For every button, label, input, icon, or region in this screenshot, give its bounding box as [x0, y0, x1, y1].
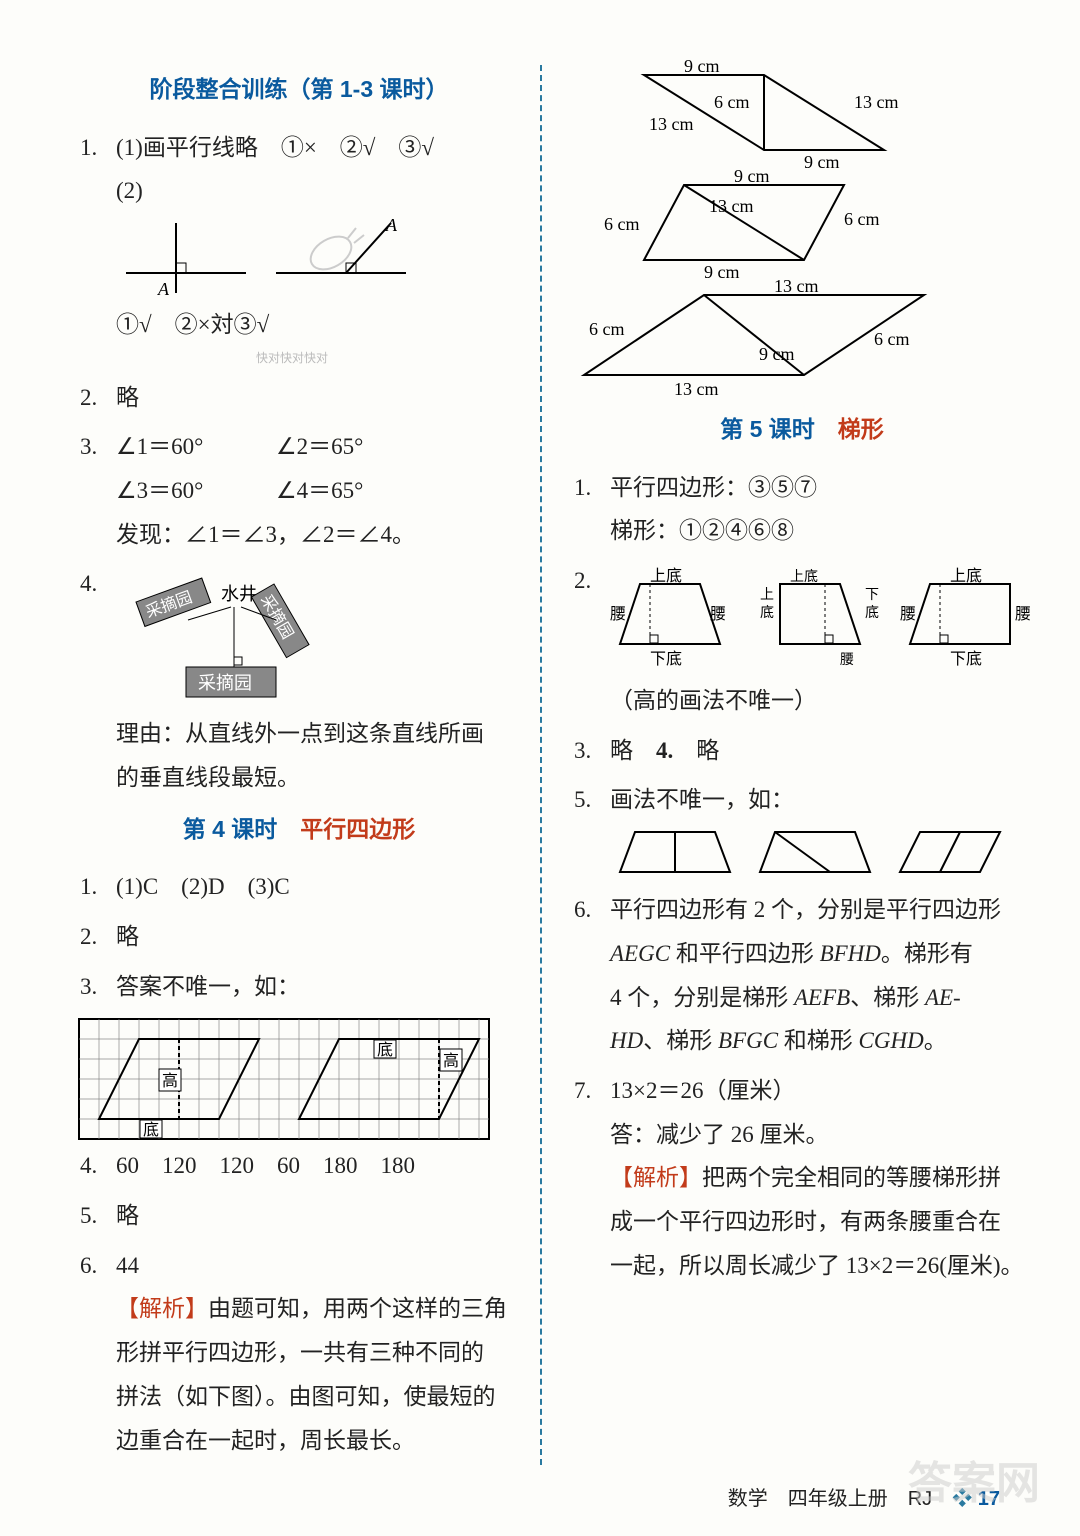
- s2-q2: 2.略: [80, 915, 518, 959]
- svg-text:6 cm: 6 cm: [714, 92, 750, 112]
- svg-text:采摘园: 采摘园: [198, 673, 252, 693]
- svg-text:高: 高: [443, 1052, 459, 1070]
- svg-text:腰: 腰: [840, 653, 854, 668]
- svg-text:腰: 腰: [1015, 605, 1030, 623]
- svg-text:9 cm: 9 cm: [804, 152, 840, 170]
- svg-text:9 cm: 9 cm: [759, 344, 795, 364]
- svg-text:6 cm: 6 cm: [874, 329, 910, 349]
- s2-q3: 3.答案不唯一，如：: [80, 965, 518, 1009]
- q1-line2: (2): [116, 169, 518, 213]
- grid-diagram: 高 底 底 高: [74, 1014, 494, 1144]
- section2-title: 第 4 课时 平行四边形: [80, 808, 518, 852]
- q3: 3. ∠1＝60°∠2＝65° ∠3＝60°∠4＝65° 发现：∠1＝∠3，∠2…: [80, 425, 518, 556]
- s2-q5: 5.略: [80, 1194, 518, 1238]
- s3-q2-note: （高的画法不唯一）: [610, 679, 1030, 723]
- svg-text:9 cm: 9 cm: [734, 170, 770, 186]
- q1-line1: (1)画平行线略 ①× ②√ ③√: [116, 126, 518, 170]
- svg-text:底: 底: [377, 1041, 393, 1059]
- s3-q3: 3.略 4. 略: [574, 729, 1030, 773]
- q4-reason1: 理由：从直线外一点到这条直线所画: [116, 712, 518, 756]
- q1-line3: ①√ ②×対③√: [116, 303, 518, 347]
- svg-text:13 cm: 13 cm: [674, 379, 719, 399]
- s3-q5: 5. 画法不唯一，如：: [574, 778, 1030, 882]
- triangle-pair-3: 13 cm 6 cm 9 cm 6 cm 13 cm: [574, 280, 954, 400]
- svg-text:上底: 上底: [650, 567, 682, 585]
- svg-text:A: A: [157, 279, 170, 299]
- svg-text:下底: 下底: [650, 650, 682, 668]
- svg-text:下底: 下底: [950, 650, 982, 668]
- svg-text:底: 底: [865, 605, 879, 621]
- svg-text:下: 下: [865, 588, 879, 603]
- svg-text:底: 底: [760, 605, 774, 621]
- svg-text:13 cm: 13 cm: [709, 196, 754, 216]
- s2-q6: 6. 44 【解析】由题可知，用两个这样的三角 形拼平行四边形，一共有三种不同的…: [80, 1244, 518, 1462]
- right-column: 9 cm 6 cm 13 cm 13 cm 9 cm 9 cm 13 cm 6 …: [546, 60, 1030, 1480]
- left-column: 阶段整合训练（第 1-3 课时） 1. (1)画平行线略 ①× ②√ ③√ (2…: [80, 60, 546, 1480]
- s3-q1: 1. 平行四边形：③⑤⑦ 梯形：①②④⑥⑧: [574, 466, 1030, 553]
- q2: 2.略: [80, 376, 518, 420]
- svg-text:6 cm: 6 cm: [589, 319, 625, 339]
- svg-text:6 cm: 6 cm: [844, 209, 880, 229]
- svg-text:上底: 上底: [790, 569, 818, 585]
- svg-text:13 cm: 13 cm: [854, 92, 899, 112]
- section3-title: 第 5 课时 梯形: [574, 408, 1030, 452]
- s3-q6: 6. 平行四边形有 2 个，分别是平行四边形 AEGC 和平行四边形 BFHD。…: [574, 888, 1030, 1063]
- q4: 4. 采摘园 水井 采摘园 采摘园: [80, 562, 518, 799]
- svg-text:上底: 上底: [950, 567, 982, 585]
- trapezoid-diagrams: 上底 腰 腰 下底 上底 上底 下底 腰 上底: [610, 559, 1030, 679]
- s2-q4: 4.60 120 120 60 180 180: [80, 1144, 518, 1188]
- q1: 1. (1)画平行线略 ①× ②√ ③√ (2) A A ①√: [80, 126, 518, 370]
- q4-reason2: 的垂直线段最短。: [116, 756, 518, 800]
- s3-q2: 2. 上底 腰 腰 下底 上底 上底 下底: [574, 559, 1030, 723]
- site-watermark: 答案网: [908, 1442, 1040, 1526]
- svg-text:水井: 水井: [221, 584, 257, 604]
- q1-diagram: A A: [116, 213, 416, 303]
- s3-q7: 7. 13×2＝26（厘米） 答：减少了 26 厘米。 【解析】把两个完全相同的…: [574, 1069, 1030, 1287]
- svg-text:高: 高: [162, 1072, 178, 1090]
- triangle-pair-1: 9 cm 6 cm 13 cm 13 cm 9 cm: [574, 60, 954, 170]
- split-shapes: [610, 822, 1010, 882]
- q1-watermark: 快对快对快对: [256, 347, 518, 370]
- svg-text:腰: 腰: [900, 605, 916, 623]
- svg-text:13 cm: 13 cm: [774, 280, 819, 296]
- triangle-pair-2: 9 cm 13 cm 6 cm 6 cm 9 cm: [574, 170, 954, 280]
- svg-text:腰: 腰: [610, 605, 626, 623]
- svg-text:6 cm: 6 cm: [604, 214, 640, 234]
- section1-title: 阶段整合训练（第 1-3 课时）: [80, 68, 518, 112]
- svg-text:9 cm: 9 cm: [684, 60, 720, 76]
- svg-text:底: 底: [143, 1121, 159, 1139]
- svg-text:上: 上: [760, 587, 774, 603]
- svg-text:A: A: [385, 215, 398, 235]
- svg-text:9 cm: 9 cm: [704, 262, 740, 280]
- s2-q1: 1.(1)C (2)D (3)C: [80, 865, 518, 909]
- svg-text:腰: 腰: [710, 605, 726, 623]
- svg-text:13 cm: 13 cm: [649, 114, 694, 134]
- q4-diagram: 采摘园 水井 采摘园 采摘园: [116, 562, 356, 712]
